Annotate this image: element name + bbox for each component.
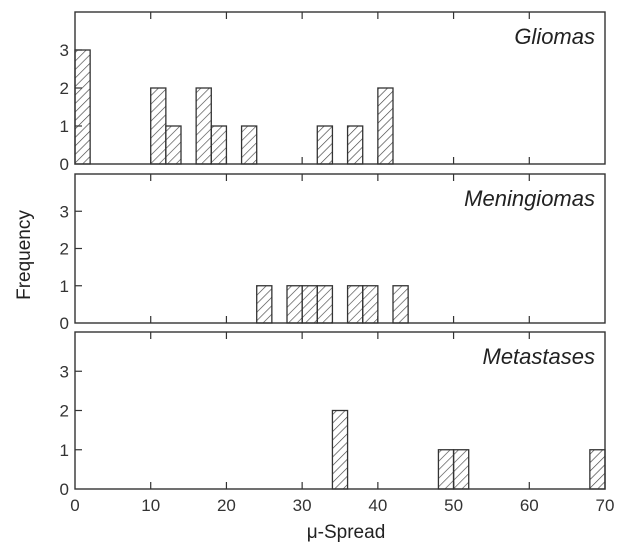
x-tick-label: 70 [596,496,615,515]
y-tick-label: 3 [60,362,69,381]
x-tick-label: 20 [217,496,236,515]
x-axis-title: μ-Spread [307,522,386,543]
bar [348,126,363,164]
y-tick-label: 1 [60,277,69,296]
y-tick-label: 2 [60,402,69,421]
bar [196,88,211,164]
bar [348,286,363,323]
bar [438,450,453,489]
panel-gliomas: 0 1 2 3 Gliomas [60,12,605,174]
bar [302,286,317,323]
x-tick-label: 30 [293,496,312,515]
x-tick-label: 10 [141,496,160,515]
bar [332,411,347,490]
bar [363,286,378,323]
x-tick-label: 50 [444,496,463,515]
y-axis-title: Frequency [14,210,35,300]
panel-meningiomas: 0 1 2 3 Meningiomas [60,174,605,333]
bar [317,286,332,323]
y-tick-label: 0 [60,155,69,174]
bar [166,126,181,164]
bar [151,88,166,164]
bar [454,450,469,489]
panel-title: Metastases [483,344,596,369]
bar [590,450,605,489]
bar [393,286,408,323]
y-tick-label: 2 [60,79,69,98]
bar [378,88,393,164]
bar [317,126,332,164]
panel-title: Meningiomas [464,186,595,211]
bar [75,50,90,164]
bar [242,126,257,164]
y-tick-label: 2 [60,240,69,259]
bar [287,286,302,323]
bar [211,126,226,164]
y-tick-label: 3 [60,41,69,60]
y-tick-label: 0 [60,480,69,499]
bar [257,286,272,323]
x-tick-label: 40 [368,496,387,515]
y-tick-label: 3 [60,202,69,221]
y-tick-label: 0 [60,314,69,333]
y-tick-label: 1 [60,441,69,460]
x-tick-label: 0 [70,496,79,515]
panel-title: Gliomas [514,24,595,49]
y-tick-label: 1 [60,117,69,136]
x-tick-label: 60 [520,496,539,515]
